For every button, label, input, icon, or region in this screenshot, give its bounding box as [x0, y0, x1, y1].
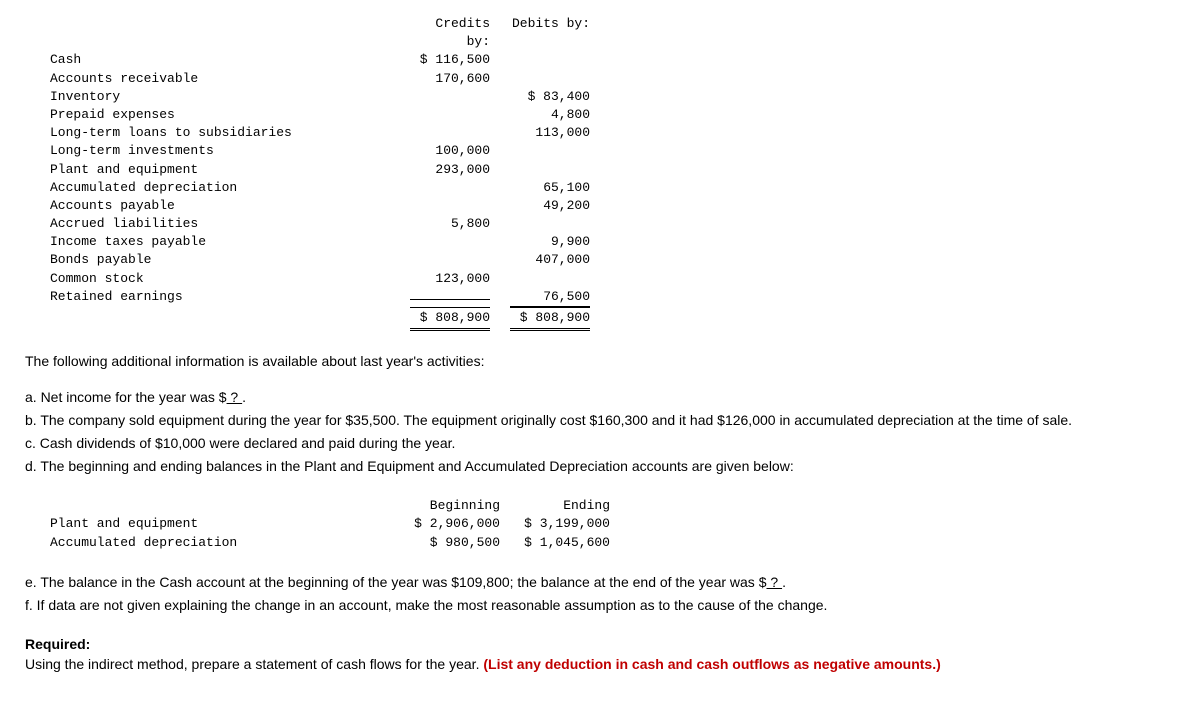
ledger-header-row: Credits by: Debits by:: [25, 15, 1175, 51]
ledger-row: Common stock123,000: [25, 270, 1175, 288]
ledger-row: Accrued liabilities5,800: [25, 215, 1175, 233]
blank-a: ?: [227, 389, 243, 405]
ledger-row: Plant and equipment293,000: [25, 161, 1175, 179]
ledger-label: Cash: [25, 51, 405, 69]
ledger-row: Prepaid expenses 4,800: [25, 106, 1175, 124]
ledger-label: Prepaid expenses: [25, 106, 405, 124]
item-c: c. Cash dividends of $10,000 were declar…: [25, 433, 1175, 454]
ledger-row: Accounts receivable170,600: [25, 70, 1175, 88]
beginning-value: $ 980,500: [405, 534, 515, 552]
item-e: e. The balance in the Cash account at th…: [25, 572, 1175, 593]
ledger-debit: 65,100: [505, 179, 605, 197]
ledger-label: Long-term loans to subsidiaries: [25, 124, 405, 142]
balances-header: Beginning Ending: [25, 497, 1175, 515]
required-red-text: (List any deduction in cash and cash out…: [483, 656, 940, 672]
balances-row: Accumulated depreciation$ 980,500$ 1,045…: [25, 534, 1175, 552]
total-debits: $ 808,900: [510, 307, 590, 331]
ledger-credit: $ 116,500: [405, 51, 505, 69]
ledger-row: Income taxes payable 9,900: [25, 233, 1175, 251]
balances-table: Beginning Ending Plant and equipment$ 2,…: [25, 497, 1175, 552]
item-d: d. The beginning and ending balances in …: [25, 456, 1175, 477]
ledger-credit: 100,000: [405, 142, 505, 160]
ending-value: $ 1,045,600: [515, 534, 625, 552]
ledger-label: Accounts payable: [25, 197, 405, 215]
total-credits: $ 808,900: [410, 307, 490, 331]
ledger-label: Retained earnings: [25, 288, 405, 306]
required-label: Required:: [25, 636, 1175, 652]
beginning-value: $ 2,906,000: [405, 515, 515, 533]
ending-header: Ending: [515, 497, 625, 515]
ledger-debit: 49,200: [505, 197, 605, 215]
ledger-row: Long-term investments100,000: [25, 142, 1175, 160]
ledger-debit: 113,000: [505, 124, 605, 142]
debits-header: Debits by:: [505, 15, 605, 33]
credits-header: Credits by:: [405, 15, 505, 51]
ledger-credit: 123,000: [405, 270, 505, 288]
ledger-table: Credits by: Debits by: Cash$ 116,500 Acc…: [25, 15, 1175, 331]
ledger-row: Accumulated depreciation 65,100: [25, 179, 1175, 197]
beginning-header: Beginning: [405, 497, 515, 515]
ledger-debit: 4,800: [505, 106, 605, 124]
item-list-2: e. The balance in the Cash account at th…: [25, 572, 1175, 616]
ledger-debit: 9,900: [505, 233, 605, 251]
ledger-label: Inventory: [25, 88, 405, 106]
ledger-total-row: $ 808,900 $ 808,900: [25, 307, 1175, 331]
ledger-debit: $ 83,400: [505, 88, 605, 106]
ledger-credit: 5,800: [405, 215, 505, 233]
balances-label: Accumulated depreciation: [25, 534, 405, 552]
ledger-credit: 293,000: [405, 161, 505, 179]
item-a: a. Net income for the year was $ ? .: [25, 387, 1175, 408]
item-b: b. The company sold equipment during the…: [25, 410, 1155, 431]
ledger-row-retained: Retained earnings 76,500: [25, 288, 1175, 307]
ledger-row: Long-term loans to subsidiaries 113,000: [25, 124, 1175, 142]
ledger-label: Income taxes payable: [25, 233, 405, 251]
balances-label: Plant and equipment: [25, 515, 405, 533]
ledger-label: Accounts receivable: [25, 70, 405, 88]
ledger-label: Bonds payable: [25, 251, 405, 269]
ledger-row: Cash$ 116,500: [25, 51, 1175, 69]
ledger-debit: 76,500: [510, 288, 590, 307]
ledger-label: Common stock: [25, 270, 405, 288]
ledger-row: Accounts payable 49,200: [25, 197, 1175, 215]
ending-value: $ 3,199,000: [515, 515, 625, 533]
required-text: Using the indirect method, prepare a sta…: [25, 654, 1175, 675]
ledger-credit: [410, 299, 490, 300]
ledger-label: Accumulated depreciation: [25, 179, 405, 197]
intro-text: The following additional information is …: [25, 351, 1175, 372]
ledger-debit: 407,000: [505, 251, 605, 269]
ledger-label: Plant and equipment: [25, 161, 405, 179]
item-f: f. If data are not given explaining the …: [25, 595, 1175, 616]
ledger-row: Inventory $ 83,400: [25, 88, 1175, 106]
ledger-label: Accrued liabilities: [25, 215, 405, 233]
blank-e: ?: [766, 574, 782, 590]
balances-row: Plant and equipment$ 2,906,000$ 3,199,00…: [25, 515, 1175, 533]
ledger-credit: 170,600: [405, 70, 505, 88]
ledger-label: Long-term investments: [25, 142, 405, 160]
item-list-1: a. Net income for the year was $ ? . b. …: [25, 387, 1175, 477]
ledger-row: Bonds payable 407,000: [25, 251, 1175, 269]
